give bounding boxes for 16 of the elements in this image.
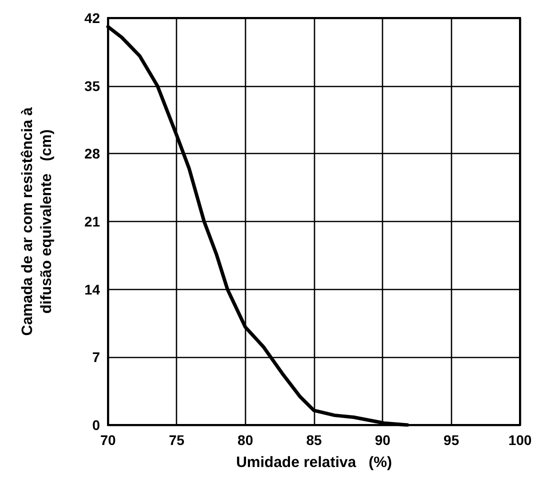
y-tick-label: 35 — [84, 78, 100, 94]
y-axis-title: Camada de ar com resistência à difusão equivalente (cm) — [19, 106, 55, 336]
x-tick-label: 95 — [444, 432, 460, 448]
y-tick-label: 28 — [84, 146, 100, 162]
x-tick-label: 100 — [508, 432, 532, 448]
y-tick-label: 42 — [84, 10, 100, 26]
x-tick-label: 80 — [238, 432, 254, 448]
x-tick-label: 70 — [100, 432, 116, 448]
x-tick-label: 85 — [306, 432, 322, 448]
x-tick-label: 75 — [168, 432, 185, 448]
y-tick-label: 14 — [84, 281, 100, 298]
x-axis-title: Umidade relativa (%) — [236, 454, 392, 471]
y-tick-label: 0 — [92, 417, 100, 433]
y-tick-label: 7 — [92, 349, 100, 366]
x-tick-label: 90 — [374, 432, 391, 448]
y-tick-label: 21 — [84, 214, 100, 230]
